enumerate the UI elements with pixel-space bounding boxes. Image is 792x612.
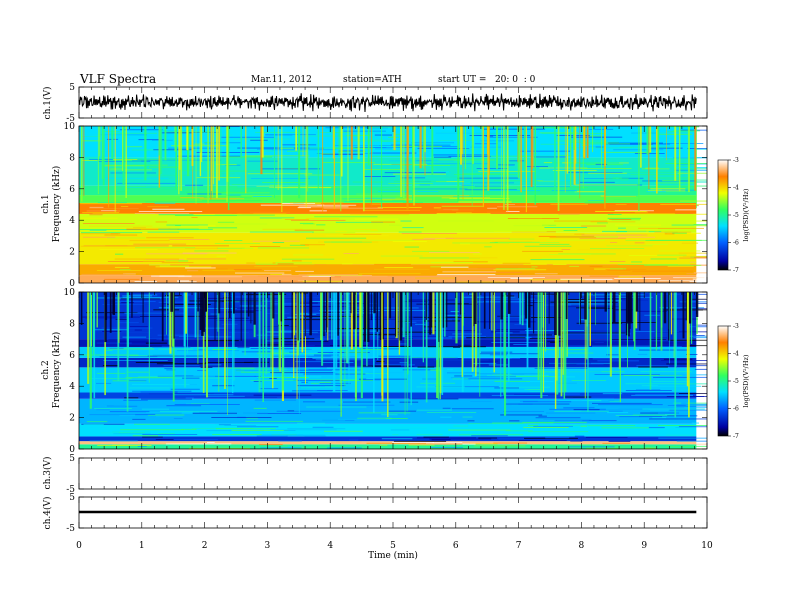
- y-tick-label: 2: [69, 414, 75, 424]
- x-axis-label: Time (min): [368, 550, 418, 561]
- colorbar-ticks: -3 -4 -5 -6 -7 -3 -4 -5 -6 -7: [728, 157, 739, 440]
- ch1-waveform-ylabel: ch.1(V): [42, 87, 53, 120]
- x-tick-label: 1: [139, 541, 145, 551]
- y-tick-label: 5: [69, 454, 75, 464]
- colorbar-tick-label: -7: [733, 433, 739, 440]
- ch2-spectrogram-sferics: [80, 292, 699, 418]
- ch2-spectrogram-band-1: [79, 441, 697, 445]
- x-axis-ticks: 0 1 2 3 4 5 6 7 8 9 10: [76, 87, 713, 551]
- ch1-waveform-trace: [78, 93, 697, 113]
- ch1-spectrogram-band-6: [79, 185, 697, 196]
- colorbar-tick-label: -7: [733, 267, 739, 274]
- y-tick-label: 5: [69, 83, 75, 93]
- x-tick-label: 2: [202, 541, 208, 551]
- start-ut-label: start UT = 20: 0 : 0: [438, 75, 536, 85]
- ch1-spectrogram-ylabel-channel: ch.1: [41, 194, 51, 213]
- ch2-spectrogram-ylabel-channel: ch.2: [41, 360, 51, 379]
- date-label: Mar.11, 2012: [251, 75, 312, 85]
- y-tick-label: 10: [64, 288, 76, 298]
- colorbar-tick-label: -5: [733, 212, 739, 219]
- ch4-waveform-ylabel: ch.4(V): [42, 497, 53, 530]
- ch2-spectrogram-band-0: [79, 444, 697, 449]
- y-tick-label: 2: [69, 248, 75, 258]
- colorbar-tick-label: -5: [733, 378, 739, 385]
- colorbar-tick-label: -4: [733, 351, 739, 358]
- y-tick-label: 4: [69, 382, 75, 392]
- y-tick-label: -5: [66, 485, 75, 495]
- y-tick-label: 4: [69, 216, 75, 226]
- ch1-colorbar: [717, 159, 729, 271]
- ch2-colorbar-label: log(PSD)(V²/Hz): [742, 354, 750, 407]
- ch3-waveform-ylabel: ch.3(V): [42, 457, 53, 490]
- ch1-spectrogram-sferics: [80, 126, 697, 213]
- y-tick-label: 10: [64, 122, 76, 132]
- ch1-spectrogram-band-4: [79, 202, 697, 214]
- colorbar-tick-label: -3: [733, 323, 739, 330]
- y-tick-label: 0: [69, 279, 75, 289]
- ch2-spectrogram-ylabel-frequency: Frequency (kHz): [51, 332, 62, 409]
- colorbar-tick-label: -4: [733, 185, 739, 192]
- ch1-spectrogram-image: [79, 126, 707, 283]
- y-tick-label: -5: [66, 114, 75, 124]
- x-tick-label: 9: [641, 541, 647, 551]
- y-tick-label: 8: [69, 319, 75, 329]
- x-tick-label: 4: [327, 541, 333, 551]
- colorbar-tick-label: -6: [733, 240, 739, 247]
- x-tick-label: 7: [516, 541, 522, 551]
- x-tick-label: 10: [701, 541, 713, 551]
- ch1-spectrogram-band-0: [79, 275, 697, 283]
- y-tick-label: 8: [69, 153, 75, 163]
- figure-title: VLF Spectra: [79, 72, 156, 86]
- y-tick-label: 0: [69, 445, 75, 455]
- station-label: station=ATH: [343, 75, 402, 85]
- ch1-colorbar-label: log(PSD)(V²/Hz): [742, 188, 750, 241]
- y-tick-label: -5: [66, 524, 75, 534]
- colorbar-tick-label: -6: [733, 406, 739, 413]
- y-tick-label: 6: [69, 351, 75, 361]
- x-tick-label: 3: [265, 541, 271, 551]
- y-tick-label: 5: [69, 493, 75, 503]
- colorbar-tick-label: -3: [733, 157, 739, 164]
- ch2-colorbar: [717, 325, 729, 437]
- ch1-spectrogram-ylabel-frequency: Frequency (kHz): [51, 166, 62, 243]
- x-tick-label: 5: [390, 541, 396, 551]
- x-tick-label: 0: [76, 541, 82, 551]
- y-tick-label: 6: [69, 185, 75, 195]
- ch1-spectrogram-band-7: [79, 157, 697, 186]
- x-tick-label: 6: [453, 541, 459, 551]
- ch2-spectrogram-image: [79, 292, 707, 449]
- x-tick-label: 8: [579, 541, 585, 551]
